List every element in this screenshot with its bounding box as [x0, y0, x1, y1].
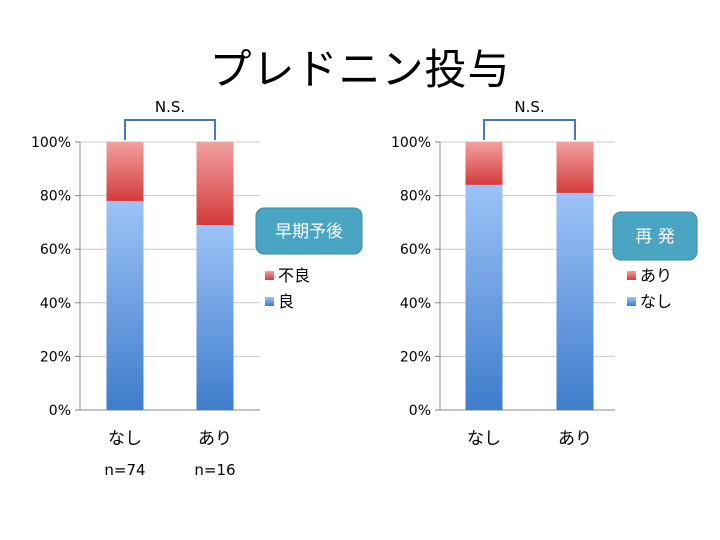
significance-bracket: [124, 119, 216, 140]
y-tick-label: 0%: [409, 403, 431, 419]
significance-label: N.S.: [155, 98, 185, 116]
bar-segment-不良: [106, 142, 144, 201]
chart-label-box: [255, 207, 363, 255]
page-title: プレドニン投与: [209, 45, 511, 94]
y-tick-label: 80%: [400, 189, 431, 205]
y-tick-label: 40%: [40, 296, 71, 312]
legend-label: 不良: [278, 266, 310, 285]
y-tick-label: 60%: [400, 242, 431, 258]
y-tick-label: 20%: [400, 349, 431, 365]
chart-label-box: [612, 211, 698, 261]
legend-label: 良: [278, 292, 294, 311]
chart-label-text: 再 発: [635, 227, 674, 247]
legend-swatch: [265, 271, 274, 280]
y-tick-label: 0%: [49, 403, 71, 419]
bar-segment-不良: [196, 142, 234, 226]
x-category-label: あり: [558, 429, 592, 449]
x-category-label: なし: [108, 429, 142, 449]
y-tick-label: 100%: [31, 135, 71, 151]
y-tick-label: 100%: [391, 135, 431, 151]
y-tick-label: 40%: [400, 296, 431, 312]
bar-segment-なし: [465, 184, 503, 410]
bar-segment-あり: [465, 142, 503, 185]
legend-swatch: [627, 271, 636, 280]
legend-label: なし: [640, 292, 672, 311]
y-tick-label: 80%: [40, 189, 71, 205]
y-tick-label: 60%: [40, 242, 71, 258]
legend-swatch: [265, 297, 274, 306]
bar-segment-良: [196, 225, 234, 410]
significance-bracket: [483, 119, 576, 140]
sample-size-label: n=74: [104, 461, 145, 479]
chart-label-text: 早期予後: [275, 222, 343, 242]
bar-segment-あり: [556, 142, 594, 193]
bar-segment-なし: [556, 192, 594, 410]
x-category-label: なし: [467, 429, 501, 449]
sample-size-label: n=16: [194, 461, 235, 479]
legend-swatch: [627, 297, 636, 306]
x-category-label: あり: [198, 429, 232, 449]
significance-label: N.S.: [514, 98, 544, 116]
bar-segment-良: [106, 200, 144, 410]
y-tick-label: 20%: [40, 349, 71, 365]
legend-label: あり: [640, 266, 672, 285]
